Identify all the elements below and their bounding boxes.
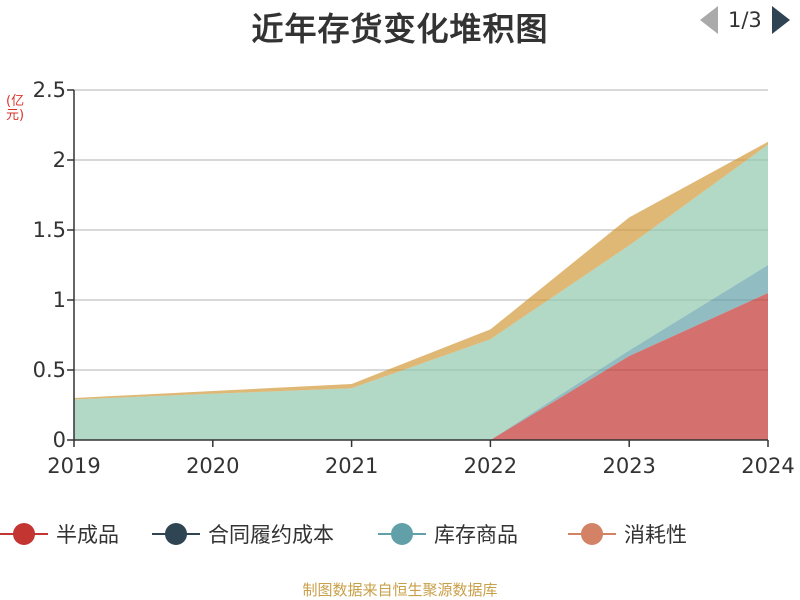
legend-page-indicator: 1/3 — [728, 8, 762, 32]
legend-next-button[interactable] — [771, 6, 790, 34]
legend-label: 库存商品 — [434, 523, 518, 547]
x-tick-label: 2022 — [464, 454, 517, 478]
y-axis-label: (亿元) — [6, 94, 25, 123]
axes — [67, 89, 769, 447]
legend-item[interactable]: 半成品 — [0, 514, 119, 554]
y-tick-label: 2.5 — [33, 78, 66, 102]
chart-title: 近年存货变化堆积图 — [251, 10, 549, 48]
x-tick-label: 2019 — [47, 454, 100, 478]
legend-label: 合同履约成本 — [208, 523, 334, 547]
x-tick-label: 2023 — [602, 454, 655, 478]
legend-item[interactable]: 消耗性 — [568, 514, 687, 554]
legend-item[interactable]: 库存商品 — [378, 514, 518, 554]
legend-pager: 1/3 — [700, 0, 790, 40]
source-note: 制图数据来自恒生聚源数据库 — [302, 581, 498, 599]
tick-labels: 0 0.5 1 1.5 2 2.5 2019 2020 2021 2022 2023 2024 — [33, 78, 795, 478]
y-tick-label: 2 — [53, 148, 66, 172]
legend-prev-button[interactable] — [700, 6, 718, 34]
area-series-4 — [74, 144, 768, 440]
legend-marker — [568, 514, 616, 554]
y-tick-label: 1 — [53, 288, 66, 312]
area-series — [74, 141, 768, 440]
x-tick-label: 2021 — [325, 454, 378, 478]
y-tick-label: 1.5 — [33, 218, 66, 242]
legend-item[interactable]: 合同履约成本 — [152, 514, 334, 554]
legend-label: 半成品 — [56, 523, 119, 547]
legend: 半成品 合同履约成本 库存商品 消耗性 — [0, 514, 800, 554]
x-tick-label: 2024 — [741, 454, 794, 478]
y-tick-label: 0.5 — [33, 358, 66, 382]
legend-marker — [0, 514, 48, 554]
y-tick-label: 0 — [53, 428, 66, 452]
legend-marker — [378, 514, 426, 554]
area-series-2 — [74, 265, 768, 440]
area-series-0 — [74, 293, 768, 440]
legend-marker — [152, 514, 200, 554]
x-tick-label: 2020 — [186, 454, 239, 478]
legend-label: 消耗性 — [624, 523, 687, 547]
